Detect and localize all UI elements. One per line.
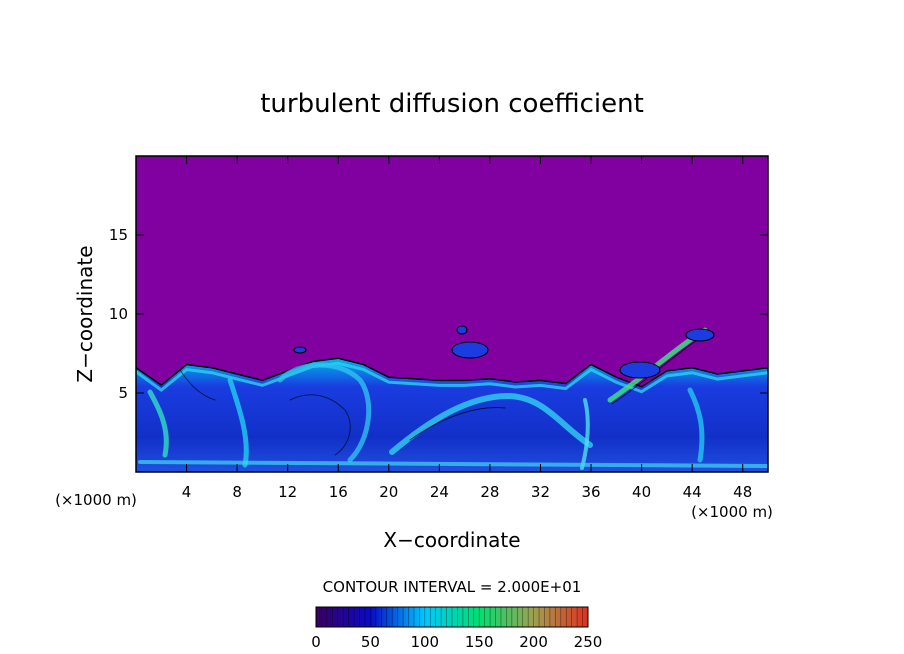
x-tick-label: 44 — [683, 483, 702, 501]
x-axis-label: X−coordinate — [383, 528, 520, 552]
colorbar-tick-label: 50 — [361, 633, 380, 651]
turbulence-patch — [456, 325, 468, 335]
colorbar-tick-label: 150 — [465, 633, 494, 651]
x-tick-label: 32 — [531, 483, 550, 501]
chart-title: turbulent diffusion coefficient — [260, 89, 644, 119]
x-tick-label: 4 — [182, 483, 192, 501]
y-axis-ticks: 5 10 15 — [109, 226, 768, 402]
eddy-streak — [147, 389, 169, 458]
x-tick-label: 12 — [278, 483, 297, 501]
x-unit-left: (×1000 m) — [55, 491, 137, 509]
eddy-streak — [580, 398, 590, 470]
turbulence-patch — [685, 328, 715, 342]
eddy-streak — [687, 387, 705, 463]
x-tick-label: 48 — [733, 483, 752, 501]
eddy-streak — [289, 394, 351, 456]
turbulent-layer-fill — [136, 358, 768, 472]
turbulence-patch — [293, 346, 307, 354]
eddy-streak — [179, 369, 216, 401]
x-tick-label: 20 — [379, 483, 398, 501]
turbulence-patch — [451, 341, 489, 359]
x-tick-label: 28 — [480, 483, 499, 501]
colorbar-tick-label: 200 — [519, 633, 548, 651]
eddy-streak — [227, 377, 249, 468]
plot-area — [136, 156, 768, 472]
x-unit-right: (×1000 m) — [691, 503, 773, 521]
colorbar-tick-label: 0 — [311, 633, 321, 651]
colorbar-tick-label: 250 — [574, 633, 603, 651]
contour-interval: CONTOUR INTERVAL = 2.000E+01 — [323, 578, 582, 596]
colorbar: 0 50 100 150 200 250 — [311, 606, 602, 651]
turbulent-layer — [136, 357, 768, 472]
eddy-streak — [409, 407, 506, 441]
y-tick-label: 15 — [109, 226, 128, 244]
x-tick-label: 24 — [430, 483, 449, 501]
turbulent-layer-top-contour — [136, 357, 768, 388]
colorbar-hatching — [315, 607, 589, 627]
x-tick-label: 8 — [232, 483, 242, 501]
isolated-patches — [293, 325, 715, 379]
colorbar-tick-label: 100 — [410, 633, 439, 651]
y-axis-label: Z−coordinate — [73, 245, 97, 382]
x-tick-label: 16 — [329, 483, 348, 501]
eddy-streak — [389, 392, 593, 455]
eddy-streak — [277, 362, 372, 463]
colorbar-ticks: 0 50 100 150 200 250 — [311, 633, 602, 651]
eddy-streak — [138, 460, 768, 468]
x-tick-label: 40 — [632, 483, 651, 501]
turbulence-patch — [619, 361, 661, 379]
x-axis-ticks: 4 8 12 16 20 24 28 32 36 40 44 48 — [182, 156, 752, 501]
y-tick-label: 5 — [118, 384, 128, 402]
turbulent-layer-edge-band — [136, 361, 768, 394]
y-tick-label: 10 — [109, 305, 128, 323]
x-tick-label: 36 — [581, 483, 600, 501]
